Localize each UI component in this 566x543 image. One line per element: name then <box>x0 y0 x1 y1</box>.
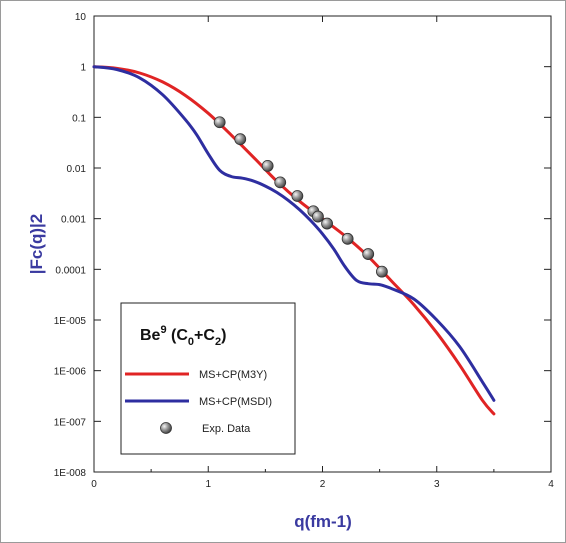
x-axis-title: q(fm-1) <box>294 512 352 531</box>
y-tick-label-8: 1E-007 <box>54 417 87 428</box>
data-point-6 <box>312 210 324 223</box>
data-point-2 <box>261 160 274 172</box>
legend-marker-exp <box>160 422 172 434</box>
legend-box <box>120 302 296 455</box>
y-tick-label-4: 0.001 <box>61 215 86 226</box>
data-point-8 <box>341 232 354 245</box>
legend-title: Be9 (C0+C2) <box>140 324 226 348</box>
legend-label-m3y: MS+CP(M3Y) <box>199 369 267 381</box>
data-point-4 <box>291 190 304 202</box>
ticks: 0 1 2 3 4 10 1 0.1 0.01 0.001 0.0001 1E-005 1E-006 1E… <box>54 12 554 490</box>
y-tick-label-6: 1E-005 <box>54 316 87 327</box>
data-point-1 <box>234 133 247 146</box>
data-point-0 <box>213 116 226 129</box>
legend-label-msdi: MS+CP(MSDI) <box>199 396 272 408</box>
y-tick-label-3: 0.01 <box>67 164 87 175</box>
legend-label-exp: Exp. Data <box>202 423 251 435</box>
x-tick-label-1: 1 <box>205 479 211 490</box>
y-tick-label-1: 1 <box>80 63 86 74</box>
data-point-3 <box>274 176 287 189</box>
series-layer <box>92 65 496 416</box>
data-point-7 <box>321 217 333 230</box>
x-tick-label-0: 0 <box>91 479 97 490</box>
y-tick-label-2: 0.1 <box>72 113 86 124</box>
legend: Be9 (C0+C2) MS+CP(M3Y) MS+CP(MSDI) Exp. … <box>120 302 296 455</box>
y-tick-label-0: 10 <box>75 12 87 23</box>
x-tick-label-4: 4 <box>548 479 554 490</box>
y-axis-title: |Fc(q)|2 <box>27 214 46 275</box>
y-tick-label-5: 0.0001 <box>55 265 86 276</box>
y-tick-label-9: 1E-008 <box>54 468 87 479</box>
series-line-1 <box>92 65 496 402</box>
data-point-10 <box>376 265 388 278</box>
x-tick-label-2: 2 <box>320 479 326 490</box>
y-tick-label-7: 1E-006 <box>54 367 87 378</box>
x-tick-label-3: 3 <box>434 479 440 490</box>
data-point-9 <box>362 248 375 260</box>
